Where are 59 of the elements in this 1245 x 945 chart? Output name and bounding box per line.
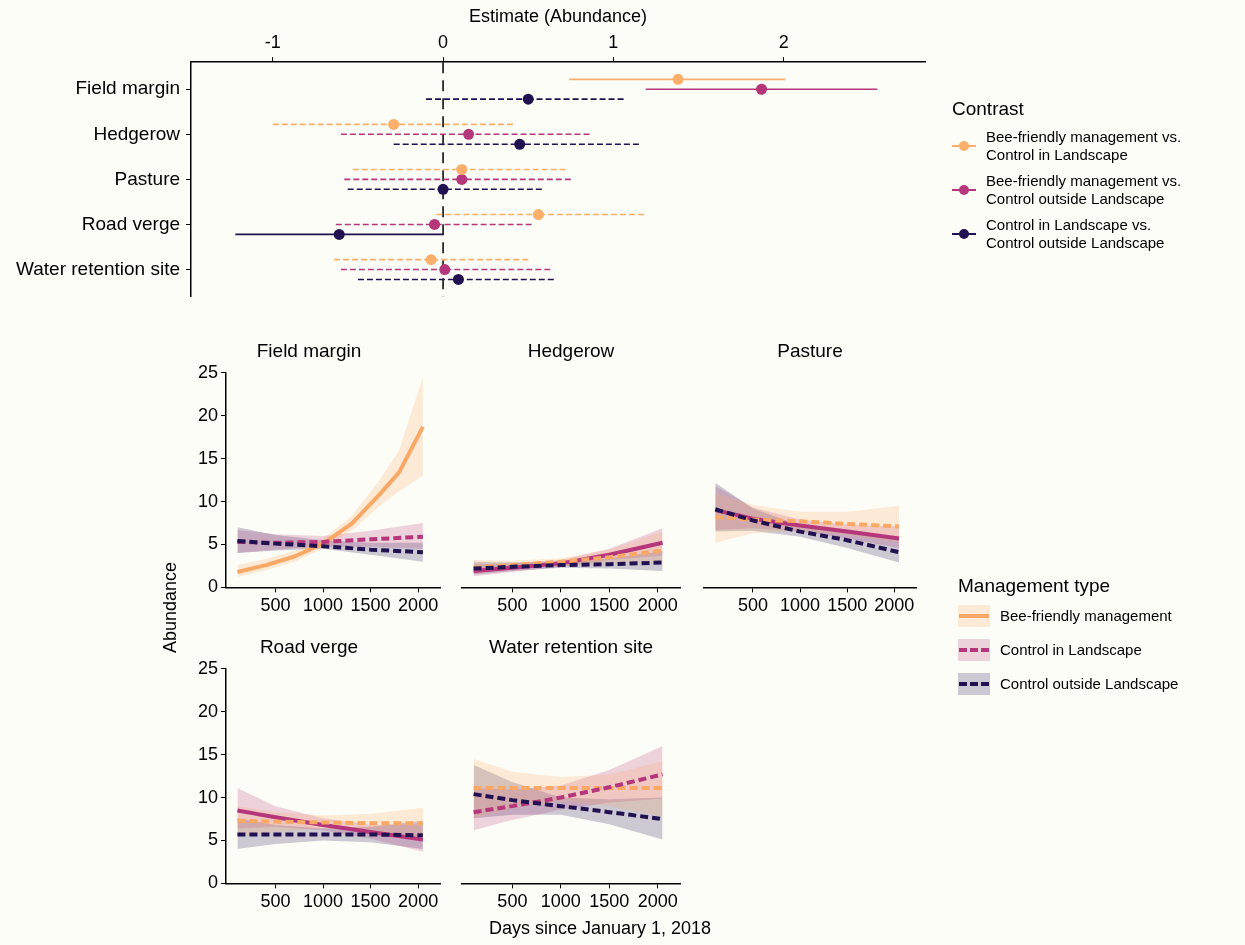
x-tick-label: 500 (737, 595, 769, 616)
legend-label: Control outside Landscape (1000, 675, 1180, 693)
x-tick-label: 1500 (350, 595, 391, 616)
y-tick-label: 5 (207, 533, 218, 554)
x-axis-title: Days since January 1, 2018 (487, 918, 713, 939)
y-tick-label: 5 (207, 829, 218, 850)
legend-label: Bee-friendly management vs. Control outside Landscape (986, 172, 1183, 208)
y-tick-label: 0 (207, 872, 218, 893)
x-tick-label: 2000 (398, 891, 439, 912)
x-tick-label: 500 (260, 891, 291, 912)
chart-title: Field margin (256, 339, 362, 361)
x-tick-label: 1500 (589, 595, 630, 616)
y-tick-label: 15 (197, 447, 218, 468)
x-tick-label: 1500 (350, 891, 391, 912)
y-tick-label: 25 (197, 361, 218, 382)
legend-label: Bee-friendly management vs. Control in Landscape (986, 128, 1183, 164)
legend-title: Management type (958, 575, 1112, 597)
line-series (235, 534, 425, 545)
x-tick-label: 1 (608, 32, 619, 53)
x-tick-label: 2000 (637, 891, 678, 912)
y-tick-label: 0 (207, 576, 218, 597)
x-tick-label: 2000 (874, 595, 915, 616)
x-axis-title: Estimate (Abundance) (468, 5, 648, 26)
line-series (235, 539, 425, 555)
x-tick-label: 1000 (780, 595, 821, 616)
x-tick-label: 2000 (398, 595, 439, 616)
chart-title: Pasture (777, 339, 843, 361)
y-tick-label: Pasture (114, 167, 181, 189)
y-tick-label: 10 (197, 490, 218, 511)
x-tick-label: 2 (778, 32, 789, 53)
x-tick-label: 1000 (302, 595, 344, 616)
y-axis-title: Abundance (159, 560, 181, 656)
x-tick-label: 1500 (827, 595, 868, 616)
x-tick-label: 500 (260, 595, 291, 616)
legend-title: Contrast (952, 98, 1025, 120)
y-tick-label: 20 (197, 700, 218, 721)
y-tick-label: Field margin (75, 77, 181, 99)
legend-label: Control in Landscape vs. Control outside Landscape (986, 216, 1166, 252)
legend-label: Control in Landscape (1000, 641, 1143, 659)
x-tick-label: 1000 (302, 891, 344, 912)
y-tick-label: Road verge (81, 212, 181, 234)
y-tick-label: 10 (197, 786, 218, 807)
x-tick-label: 0 (438, 32, 449, 53)
chart-title: Hedgerow (527, 339, 615, 361)
legend-label: Bee-friendly management (1000, 607, 1173, 625)
x-tick-label: 2000 (637, 595, 678, 616)
x-tick-label: 1000 (540, 891, 581, 912)
y-tick-label: Water retention site (15, 257, 181, 279)
y-tick-label: 20 (197, 404, 218, 425)
chart-title: Road verge (259, 635, 359, 657)
x-tick-label: -1 (264, 32, 281, 53)
x-tick-label: 500 (497, 891, 528, 912)
y-tick-label: Hedgerow (93, 122, 181, 144)
chart-title: Water retention site (488, 635, 654, 657)
y-tick-label: 15 (197, 743, 218, 764)
x-tick-label: 1500 (589, 891, 630, 912)
y-tick-label: 25 (197, 657, 218, 678)
x-tick-label: 500 (497, 595, 528, 616)
x-tick-label: 1000 (540, 595, 581, 616)
